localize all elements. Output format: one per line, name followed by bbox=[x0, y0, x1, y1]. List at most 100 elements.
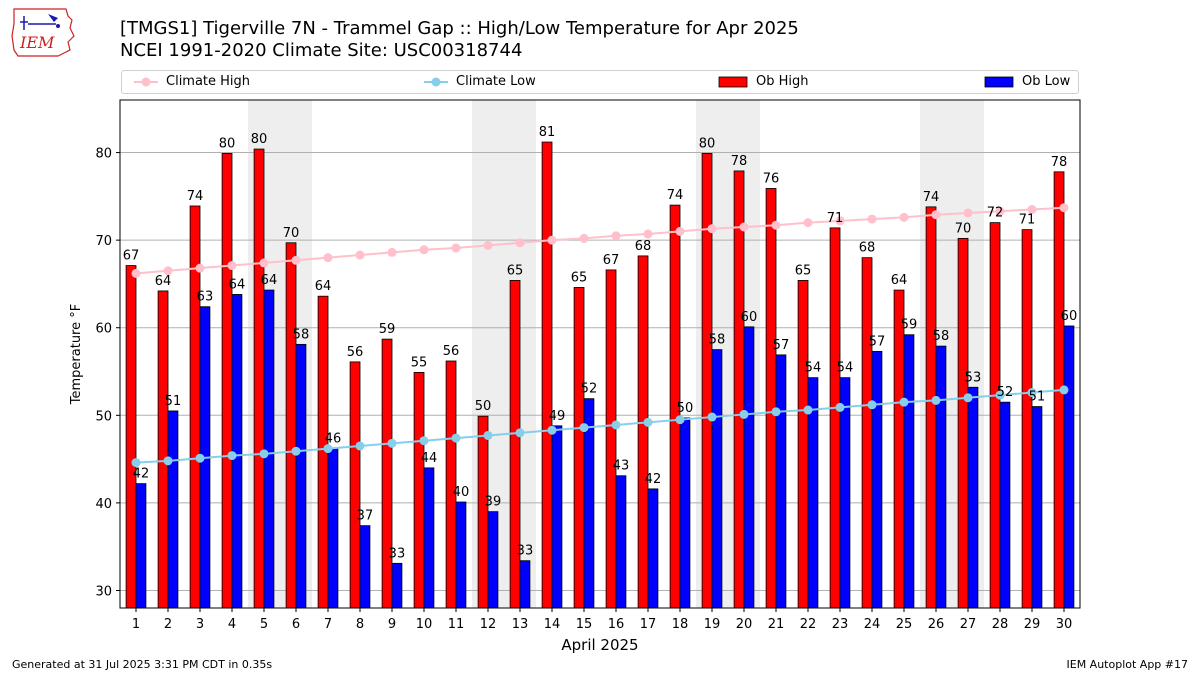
ob-low-label: 49 bbox=[549, 409, 566, 424]
ob-low-label: 39 bbox=[485, 495, 502, 510]
ob-low-label: 54 bbox=[837, 361, 854, 376]
x-tick-label: 9 bbox=[388, 617, 396, 632]
ob-low-label: 37 bbox=[357, 509, 374, 524]
ob-low-bar bbox=[647, 488, 659, 609]
ob-high-bar bbox=[637, 255, 649, 609]
climate-low-point bbox=[995, 390, 1005, 400]
ob-low-label: 33 bbox=[517, 544, 534, 559]
climate-low-point bbox=[579, 423, 589, 433]
x-tick-label: 30 bbox=[1056, 617, 1073, 632]
ob-low-bar bbox=[679, 417, 691, 609]
x-tick-label: 6 bbox=[292, 617, 300, 632]
climate-high-point bbox=[1027, 204, 1037, 214]
climate-high-point bbox=[643, 229, 653, 239]
climate-high-point bbox=[483, 240, 493, 250]
ob-low-bar bbox=[295, 343, 307, 609]
climate-low-point bbox=[227, 451, 237, 461]
ob-high-bar bbox=[253, 148, 265, 609]
ob-high-label: 64 bbox=[891, 273, 908, 288]
climate-low-point bbox=[867, 400, 877, 410]
x-tick-label: 7 bbox=[324, 617, 332, 632]
x-tick-label: 26 bbox=[928, 617, 945, 632]
x-tick-label: 10 bbox=[416, 617, 433, 632]
ob-high-bar bbox=[541, 141, 553, 609]
climate-low-point bbox=[803, 405, 813, 415]
climate-high-point bbox=[995, 206, 1005, 216]
ob-low-label: 64 bbox=[261, 273, 278, 288]
climate-low-line bbox=[135, 388, 1065, 464]
ob-low-bar bbox=[999, 401, 1011, 609]
climate-low-point bbox=[195, 453, 205, 463]
x-tick-label: 11 bbox=[448, 617, 465, 632]
x-tick-label: 3 bbox=[196, 617, 204, 632]
climate-low-point bbox=[355, 441, 365, 451]
x-tick-label: 27 bbox=[960, 617, 977, 632]
ob-high-bar bbox=[925, 206, 937, 609]
footer-generated: Generated at 31 Jul 2025 3:31 PM CDT in … bbox=[12, 658, 273, 671]
ob-low-label: 50 bbox=[677, 401, 694, 416]
ob-high-label: 65 bbox=[507, 263, 524, 278]
y-axis-label: Temperature °F bbox=[69, 304, 84, 405]
x-tick-label: 18 bbox=[672, 617, 689, 632]
ob-high-label: 56 bbox=[347, 345, 364, 360]
ob-high-label: 78 bbox=[1051, 155, 1068, 170]
plot-frame bbox=[119, 99, 1081, 609]
climate-low-point bbox=[483, 430, 493, 440]
ob-high-label: 68 bbox=[859, 241, 876, 256]
ob-high-label: 81 bbox=[539, 125, 556, 140]
legend-ob-high: Ob High bbox=[718, 74, 809, 89]
ob-high-bar bbox=[701, 153, 713, 609]
ob-low-label: 63 bbox=[197, 290, 214, 305]
ob-high-bar bbox=[957, 237, 969, 609]
ob-high-label: 70 bbox=[955, 221, 972, 236]
climate-low-point bbox=[931, 395, 941, 405]
ob-low-label: 58 bbox=[293, 327, 310, 342]
climate-high-point bbox=[547, 235, 557, 245]
x-tick-label: 20 bbox=[736, 617, 753, 632]
x-tick-label: 25 bbox=[896, 617, 913, 632]
ob-high-label: 74 bbox=[187, 189, 204, 204]
y-tick-label: 40 bbox=[95, 497, 112, 512]
legend-climate-low-marker bbox=[424, 77, 448, 86]
ob-low-bar bbox=[263, 289, 275, 609]
ob-high-label: 65 bbox=[795, 263, 812, 278]
climate-high-point bbox=[515, 238, 525, 248]
ob-high-bar bbox=[221, 153, 233, 609]
ob-low-bar bbox=[871, 350, 883, 609]
climate-high-line bbox=[135, 206, 1065, 275]
ob-high-label: 68 bbox=[635, 239, 652, 254]
ob-high-label: 78 bbox=[731, 154, 748, 169]
x-tick-label: 17 bbox=[640, 617, 657, 632]
x-tick-label: 29 bbox=[1024, 617, 1041, 632]
ob-low-bar bbox=[455, 501, 467, 609]
climate-low-point bbox=[611, 420, 621, 430]
climate-low-point bbox=[451, 433, 461, 443]
climate-high-point bbox=[963, 208, 973, 218]
y-tick-label: 50 bbox=[95, 409, 112, 424]
title-line-1: [TMGS1] Tigerville 7N - Trammel Gap :: H… bbox=[120, 18, 799, 39]
ob-high-bar bbox=[893, 289, 905, 609]
x-tick-label: 5 bbox=[260, 617, 268, 632]
ob-high-label: 76 bbox=[763, 171, 780, 186]
ob-high-bar bbox=[605, 269, 617, 609]
iem-logo: IEM bbox=[8, 6, 80, 58]
climate-high-point bbox=[291, 255, 301, 265]
ob-low-bar bbox=[711, 349, 723, 609]
legend-ob-high-marker bbox=[718, 76, 748, 87]
climate-high-point bbox=[419, 245, 429, 255]
ob-high-bar bbox=[125, 265, 137, 609]
ob-high-bar bbox=[349, 361, 361, 609]
ob-low-label: 54 bbox=[805, 361, 822, 376]
ob-low-bar bbox=[1063, 325, 1075, 609]
ob-low-label: 57 bbox=[773, 338, 790, 353]
climate-low-point bbox=[419, 436, 429, 446]
ob-low-bar bbox=[327, 448, 339, 609]
y-tick-label: 30 bbox=[95, 584, 112, 599]
x-tick-label: 16 bbox=[608, 617, 625, 632]
x-tick-label: 2 bbox=[164, 617, 172, 632]
footer-app: IEM Autoplot App #17 bbox=[1066, 658, 1189, 671]
ob-high-label: 71 bbox=[827, 211, 844, 226]
climate-high-point bbox=[323, 253, 333, 263]
x-tick-label: 8 bbox=[356, 617, 364, 632]
ob-low-label: 60 bbox=[1061, 309, 1078, 324]
